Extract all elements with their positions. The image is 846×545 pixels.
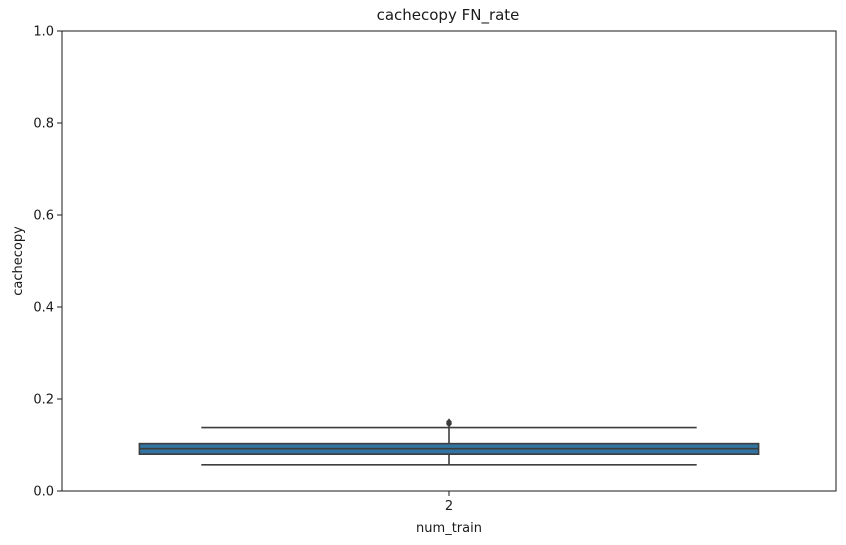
y-tick-label: 0.4: [33, 301, 54, 316]
y-tick-label: 0.0: [33, 485, 54, 500]
x-axis-label: num_train: [416, 521, 482, 536]
box-2: [138, 418, 760, 466]
box-series: [138, 418, 760, 466]
y-axis-label: cachecopy: [11, 226, 26, 296]
chart-title: cachecopy FN_rate: [377, 6, 520, 25]
x-axis-ticks: 2: [445, 491, 453, 514]
x-tick-label: 2: [445, 499, 453, 514]
y-tick-label: 0.6: [33, 209, 54, 224]
y-tick-label: 0.2: [33, 393, 54, 408]
outlier-point: [445, 418, 453, 426]
y-tick-label: 0.8: [33, 117, 54, 132]
y-tick-label: 1.0: [33, 25, 54, 40]
y-axis-ticks: 0.0 0.2 0.4 0.6 0.8 1.0: [33, 25, 62, 500]
